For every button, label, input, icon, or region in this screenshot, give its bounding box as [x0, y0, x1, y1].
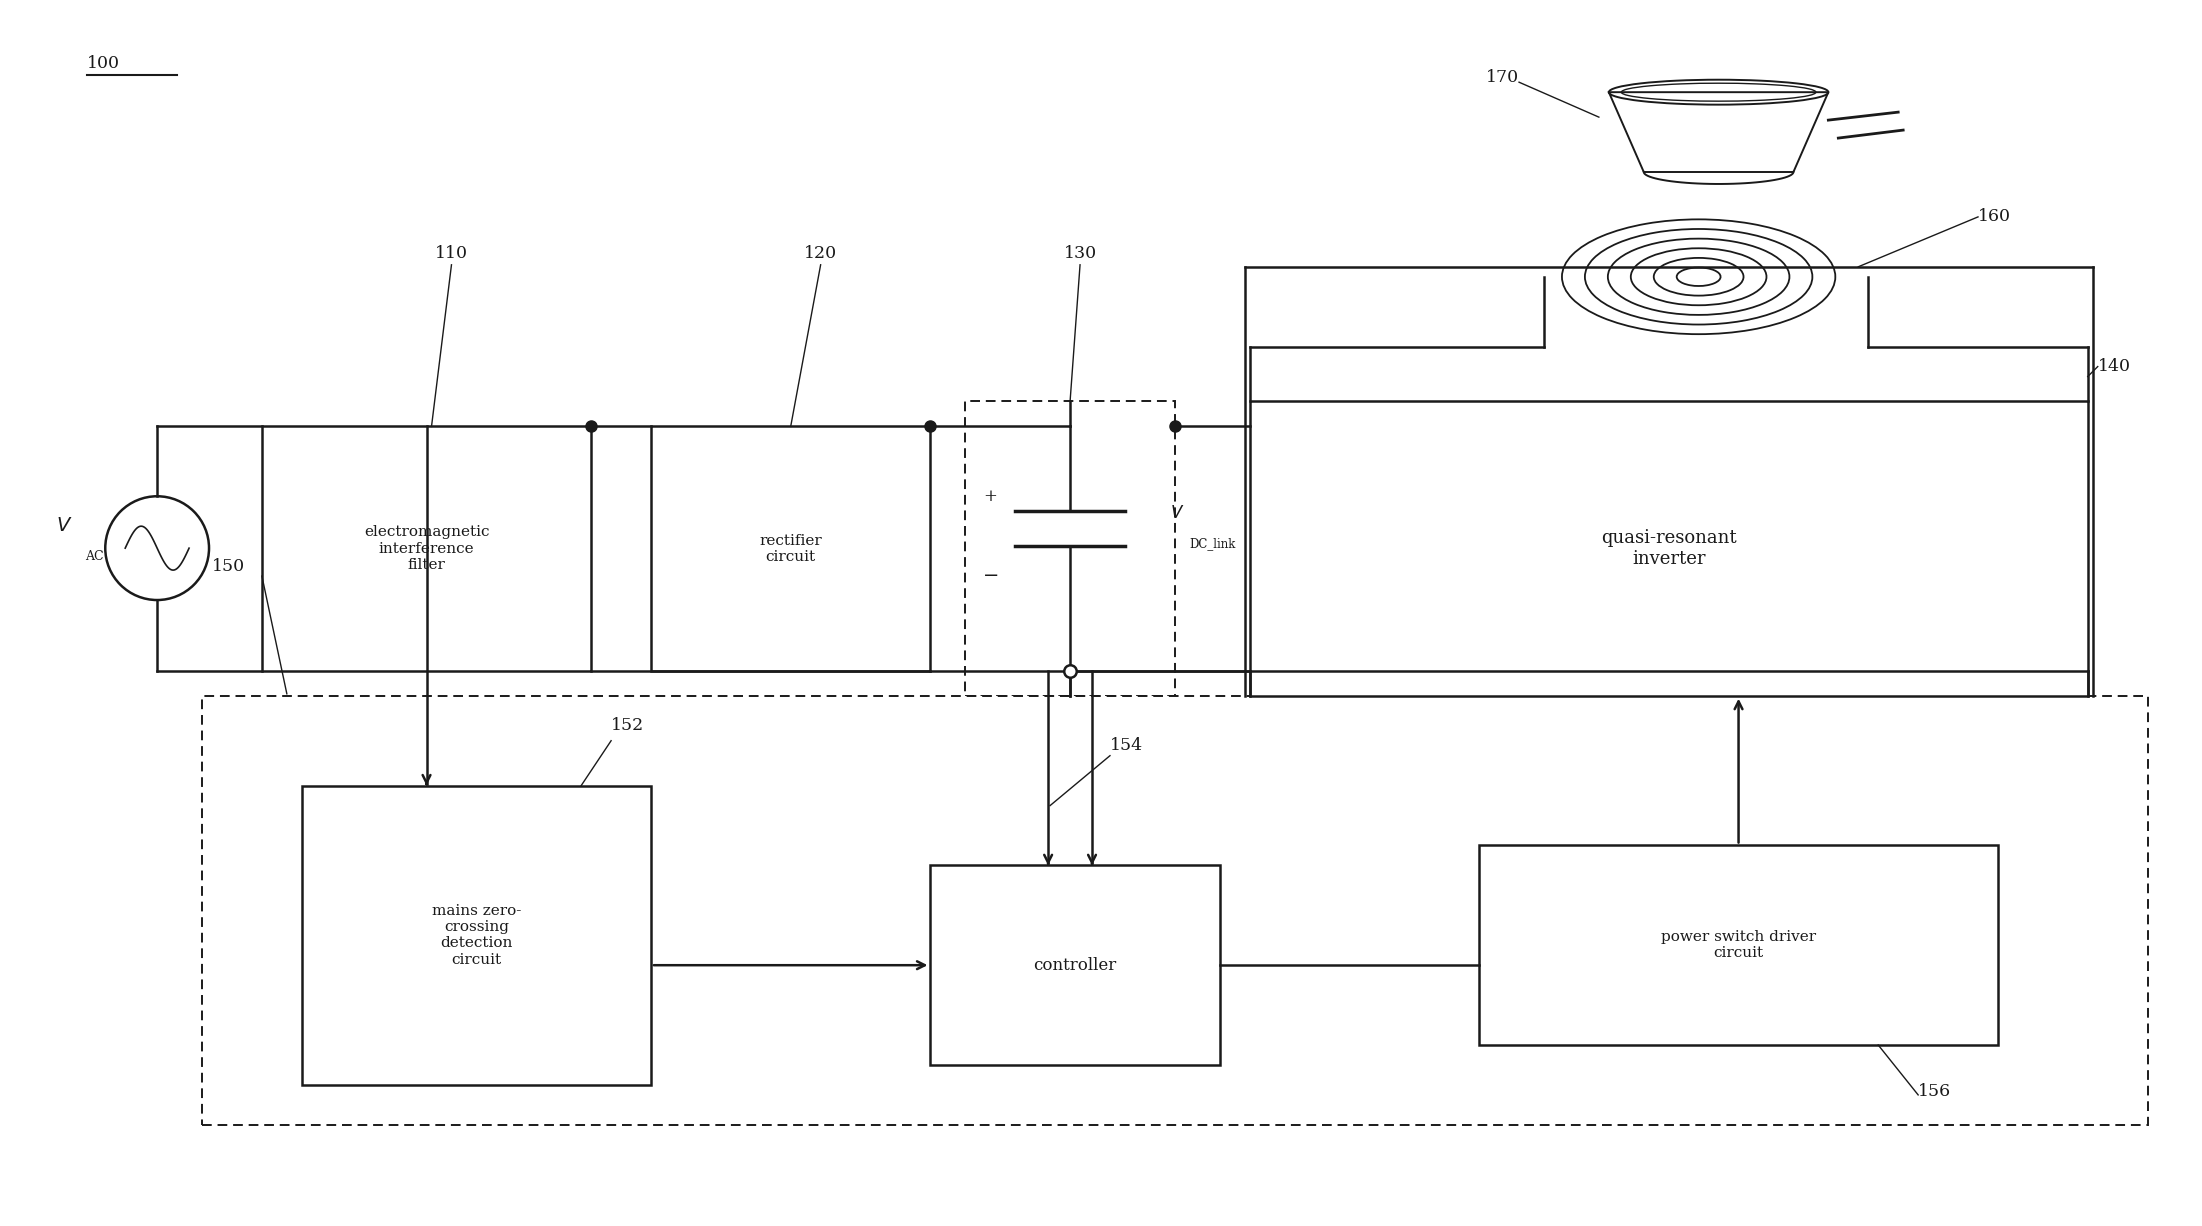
- Text: $V$: $V$: [1169, 505, 1185, 522]
- Text: 154: 154: [1110, 737, 1143, 754]
- Text: mains zero-
crossing
detection
circuit: mains zero- crossing detection circuit: [432, 904, 522, 966]
- Text: 150: 150: [211, 558, 244, 575]
- Text: 152: 152: [612, 717, 645, 734]
- Text: −: −: [984, 568, 1000, 585]
- Bar: [1251, 401, 2087, 696]
- Text: 120: 120: [804, 245, 837, 262]
- Bar: [931, 866, 1220, 1065]
- Text: controller: controller: [1033, 956, 1116, 973]
- Bar: [203, 696, 2147, 1124]
- Bar: [262, 427, 590, 671]
- Text: rectifier
circuit: rectifier circuit: [760, 533, 821, 564]
- Text: electromagnetic
interference
filter: electromagnetic interference filter: [363, 526, 489, 571]
- Text: 110: 110: [436, 245, 469, 262]
- Text: +: +: [984, 488, 998, 505]
- Bar: [652, 427, 931, 671]
- Text: 170: 170: [1486, 69, 1519, 86]
- Bar: [302, 786, 652, 1085]
- Text: 156: 156: [1918, 1083, 1951, 1100]
- Text: power switch driver
circuit: power switch driver circuit: [1660, 931, 1817, 960]
- Text: AC: AC: [84, 549, 103, 563]
- Text: 100: 100: [88, 55, 121, 72]
- Text: 140: 140: [2099, 358, 2132, 375]
- Bar: [1480, 846, 1997, 1045]
- Text: 130: 130: [1064, 245, 1097, 262]
- Text: $V$: $V$: [55, 517, 73, 536]
- Text: quasi-resonant
inverter: quasi-resonant inverter: [1601, 530, 1737, 568]
- Text: DC_link: DC_link: [1189, 537, 1235, 550]
- Bar: [964, 401, 1176, 696]
- Text: 160: 160: [1977, 208, 2010, 226]
